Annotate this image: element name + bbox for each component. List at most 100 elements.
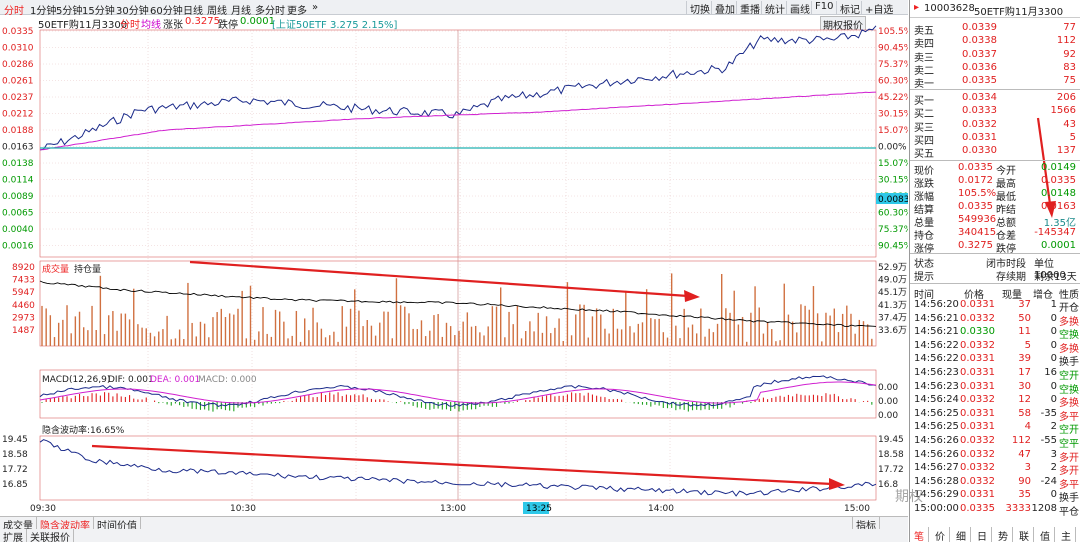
trade-price: 0.0330	[960, 326, 995, 338]
panel-tab-2[interactable]: 细	[952, 527, 971, 542]
trade-qty: 47	[1018, 448, 1031, 460]
trade-time: 14:56:21	[914, 326, 959, 338]
tab-monthly[interactable]: 月线	[231, 6, 251, 17]
tab-multi-intraday[interactable]: 多分时	[255, 6, 285, 17]
trade-time: 14:56:26	[914, 448, 959, 460]
ask-label: 卖二	[914, 65, 934, 77]
tab-implied-volatility[interactable]: 隐含波动率	[37, 517, 94, 532]
trade-nature: 多平	[1059, 479, 1079, 491]
percent-axis-right: 105.5% 90.45% 75.37% 60.30% 45.22% 30.15% 15.0…	[878, 27, 908, 252]
grid-lines	[40, 30, 876, 500]
tab-60min[interactable]: 60分钟	[150, 6, 183, 17]
panel-tab-6[interactable]: 值	[1036, 527, 1055, 542]
trade-row: 14:56:20 0.0331 37 1 开仓	[910, 299, 1080, 314]
mark-button[interactable]: 标记	[836, 1, 863, 16]
panel-tab-0[interactable]: 笔	[910, 527, 929, 542]
iv-tick-right: 17.72	[878, 465, 904, 475]
tab-extend[interactable]: 扩展	[0, 529, 27, 542]
stat-label: 结算	[914, 205, 934, 216]
bid-label: 买四	[914, 135, 934, 147]
trade-oi-change: 0	[1050, 339, 1057, 351]
oi-tick: 33.6万	[878, 326, 907, 336]
trade-nature: 多开	[1059, 466, 1079, 478]
bid-price: 0.0331	[962, 131, 997, 143]
cursor-price-box	[876, 193, 908, 204]
volume-label: 成交量	[42, 263, 69, 275]
bid-price: 0.0334	[962, 92, 997, 103]
stat-value-2: 0.0163	[1041, 201, 1076, 212]
trade-time: 14:56:28	[914, 475, 959, 487]
tab-weekly[interactable]: 周线	[207, 6, 227, 17]
trade-qty: 3333	[1005, 503, 1031, 514]
draw-button[interactable]: 画线	[786, 1, 813, 16]
panel-tab-3[interactable]: 日	[973, 527, 992, 542]
price-tick: 0.0089	[2, 192, 34, 202]
stat-label-2: 仓差	[996, 231, 1016, 242]
volume-bars	[41, 273, 873, 346]
trade-qty: 50	[1018, 312, 1031, 324]
trade-time: 14:56:25	[914, 421, 959, 433]
iv-tick-right: 19.45	[878, 435, 904, 445]
trade-time: 14:56:23	[914, 380, 959, 392]
ask-price: 0.0337	[962, 48, 997, 60]
quote-arrow-icon[interactable]: ▸	[914, 2, 920, 13]
ask-price: 0.0336	[962, 61, 997, 73]
trade-row: 14:56:25 0.0331 58 -35 多平	[910, 408, 1080, 423]
iv-tick: 16.85	[2, 480, 28, 490]
replay-button[interactable]: 重播	[736, 1, 763, 16]
open-interest-line	[39, 280, 877, 328]
indicator-button[interactable]: 指标	[852, 517, 880, 532]
trade-nature: 多平	[1059, 411, 1079, 423]
tab-time-value[interactable]: 时间价值	[94, 517, 141, 532]
iv-tick: 19.45	[2, 435, 28, 445]
trade-row: 14:56:27 0.0332 3 2 多开	[910, 462, 1080, 478]
trade-nature: 换手	[1059, 357, 1079, 369]
col-oi-change: 增仓	[1033, 290, 1053, 301]
price-tick: 0.0237	[2, 93, 34, 103]
panel-tab-7[interactable]: 主	[1057, 527, 1076, 542]
trade-row: 14:56:23 0.0331 17 16 空开	[910, 367, 1080, 382]
stats-button[interactable]: 统计	[761, 1, 788, 16]
price-tick: 0.0188	[2, 126, 34, 136]
price-tick: 0.0212	[2, 110, 34, 120]
add-watchlist-button[interactable]: +自选	[861, 1, 896, 16]
trade-qty: 35	[1018, 489, 1031, 501]
ask-row: 卖五 0.0339 77	[910, 22, 1080, 37]
panel-tab-1[interactable]: 价	[931, 527, 950, 542]
volume-tick: 2973	[12, 313, 35, 323]
trade-time: 14:56:29	[914, 489, 959, 501]
trade-qty: 3	[1024, 462, 1031, 474]
tab-related-quotes[interactable]: 关联报价	[27, 529, 74, 542]
bid-volume: 137	[1056, 145, 1076, 157]
ask-volume: 75	[1063, 75, 1076, 87]
f10-button[interactable]: F10	[811, 1, 836, 14]
overlay-button[interactable]: 叠加	[711, 1, 738, 16]
oi-tick: 49.0万	[878, 276, 907, 286]
quote-header: ▸ 10003628 50ETF购11月3300	[910, 0, 1080, 18]
trade-time: 14:56:22	[914, 339, 959, 351]
trade-price: 0.0331	[960, 380, 995, 392]
tab-more[interactable]: 更多	[287, 6, 307, 17]
tab-15min[interactable]: 15分钟	[82, 6, 115, 17]
tab-1min[interactable]: 1分钟	[30, 6, 57, 17]
volume-tick: 4460	[12, 301, 35, 311]
tab-volume[interactable]: 成交量	[0, 517, 37, 532]
ask-label: 卖五	[914, 26, 934, 37]
tab-5min[interactable]: 5分钟	[56, 6, 83, 17]
percent-tick: 90.45%	[878, 44, 908, 54]
switch-button[interactable]: 切换	[686, 1, 713, 16]
tab-intraday[interactable]: 分时	[4, 6, 24, 17]
trade-price: 0.0332	[960, 394, 995, 406]
panel-tab-5[interactable]: 联	[1015, 527, 1034, 542]
more-chevron-icon[interactable]: »	[312, 2, 319, 13]
limit-down-value: 0.0001	[240, 16, 275, 27]
volume-axes: 8920 7433 5947 4460 2973 1487 52.9万 49.0万 45.1万 4…	[12, 263, 907, 336]
price-tick: 0.0335	[2, 27, 34, 37]
trade-price: 0.0331	[960, 353, 995, 365]
bid-label: 买三	[914, 122, 934, 134]
panel-tab-4[interactable]: 势	[994, 527, 1013, 542]
macd-axis-2: 0.00	[878, 397, 898, 407]
tab-30min[interactable]: 30分钟	[116, 6, 149, 17]
tab-daily[interactable]: 日线	[183, 6, 203, 17]
contract-title: 50ETF购11月3300	[974, 7, 1064, 18]
